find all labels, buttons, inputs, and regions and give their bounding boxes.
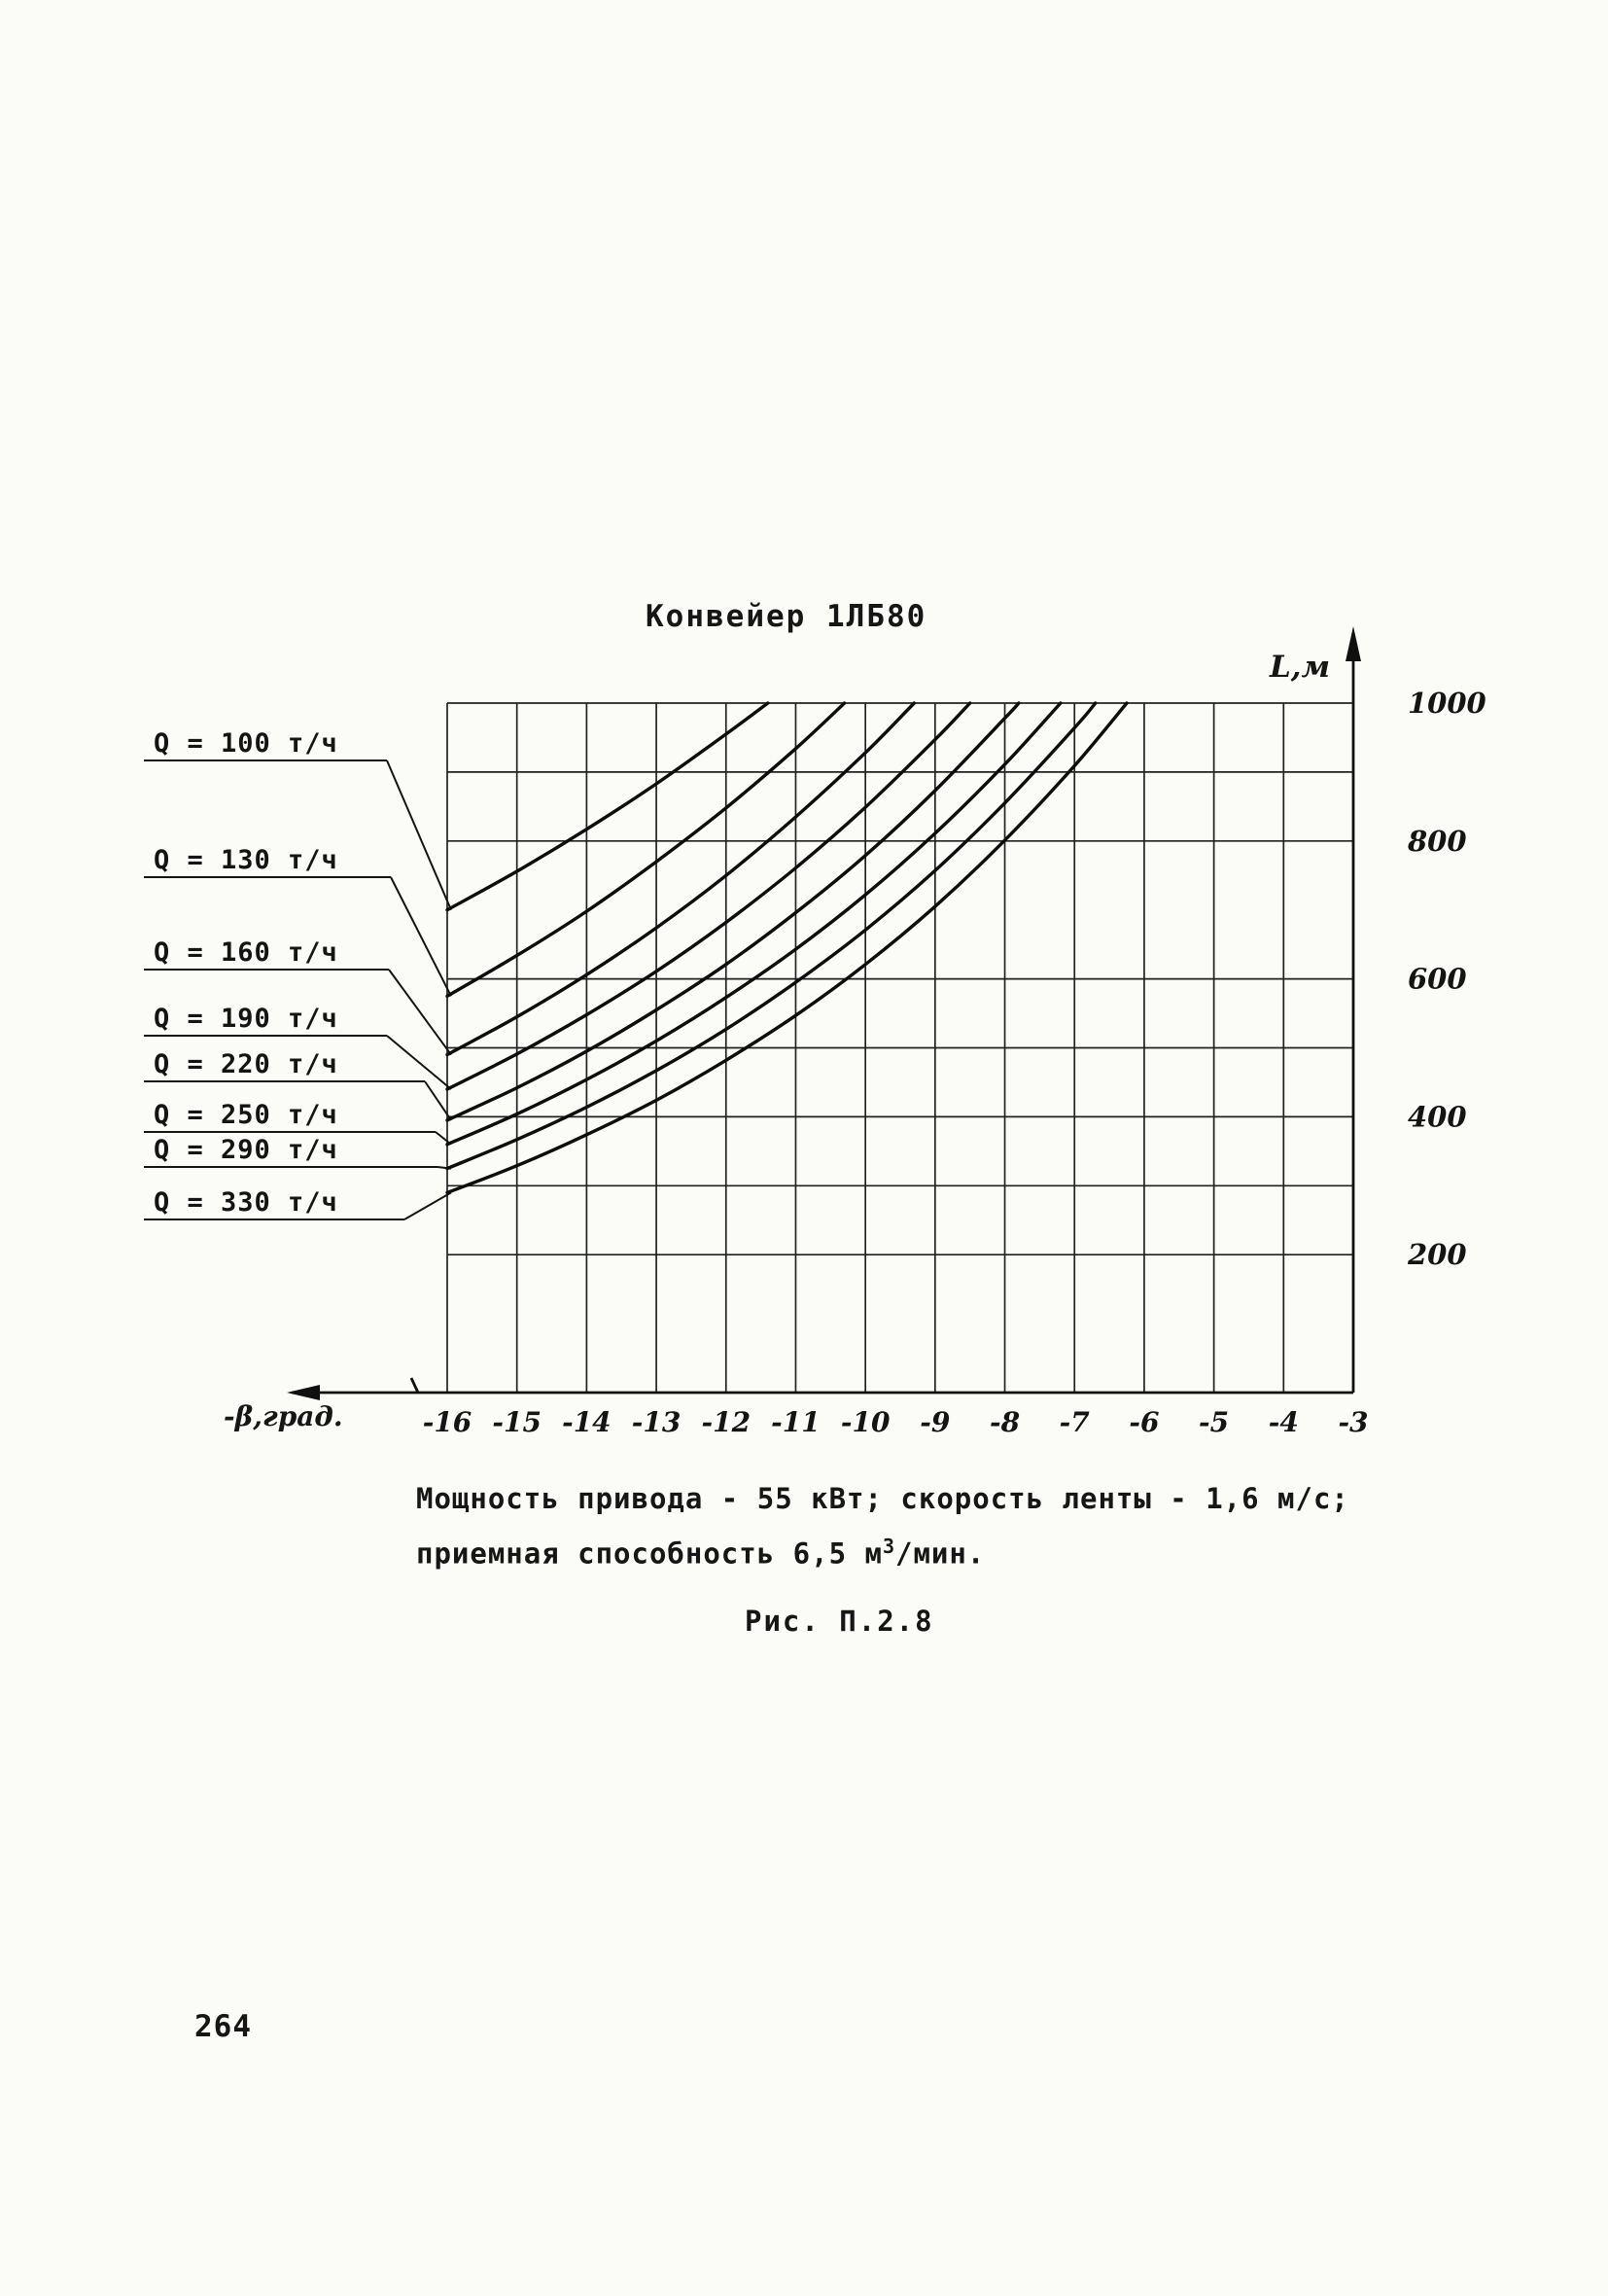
y-axis-arrow [1346, 626, 1361, 661]
x-tick-label: -10 [841, 1406, 891, 1438]
series-leader-line [390, 876, 452, 997]
data-curve [445, 701, 847, 998]
x-tick-label: -13 [632, 1406, 682, 1438]
caption-superscript: 3 [882, 1535, 895, 1558]
series-leader-line [403, 1191, 452, 1220]
series-label: Q = 220 т/ч [154, 1049, 338, 1079]
figure-number: Рис. П.2.8 [745, 1605, 934, 1638]
series-label: Q = 160 т/ч [154, 937, 338, 968]
x-tick-label: -12 [701, 1406, 751, 1438]
y-tick-label: 400 [1408, 1100, 1467, 1133]
page-number: 264 [194, 2009, 252, 2044]
x-tick-label: -3 [1338, 1406, 1368, 1438]
y-tick-label: 800 [1407, 825, 1467, 858]
x-tick-label: -6 [1129, 1406, 1159, 1438]
x-axis-label: -β,град. [224, 1400, 343, 1432]
series-leader-line [386, 759, 452, 911]
x-tick-label: -11 [771, 1406, 821, 1438]
caption-line-1: Мощность привода - 55 кВт; скорость лент… [416, 1482, 1349, 1515]
y-tick-label: 200 [1407, 1238, 1467, 1271]
series-leader-line [386, 1035, 452, 1090]
data-curve [445, 701, 1063, 1147]
axis-tick-mark [409, 1377, 420, 1394]
series-label: Q = 130 т/ч [154, 845, 338, 875]
caption-line-2-suffix: /мин. [895, 1537, 986, 1571]
series-leader-line [424, 1080, 452, 1121]
x-tick-label: -5 [1199, 1406, 1229, 1438]
series-label: Q = 330 т/ч [154, 1187, 338, 1218]
caption-line-2: приемная способность 6,5 м3/мин. [416, 1535, 985, 1571]
data-curve [445, 701, 972, 1091]
y-tick-label: 1000 [1408, 687, 1486, 720]
series-label: Q = 100 т/ч [154, 728, 338, 759]
data-curve [445, 701, 770, 912]
series-label: Q = 250 т/ч [154, 1100, 338, 1130]
x-tick-label: -14 [562, 1406, 612, 1438]
data-curve [445, 701, 1098, 1171]
y-tick-label: 600 [1408, 963, 1467, 996]
x-tick-label: -9 [920, 1406, 950, 1438]
data-curve [445, 701, 1129, 1195]
y-axis-label: L,м [1270, 650, 1331, 685]
series-label: Q = 290 т/ч [154, 1135, 338, 1165]
series-leader-line [388, 969, 452, 1056]
x-tick-label: -4 [1269, 1406, 1299, 1438]
x-tick-label: -16 [423, 1406, 472, 1438]
series-label: Q = 190 т/ч [154, 1004, 338, 1034]
chart-title: Конвейер 1ЛБ80 [646, 599, 927, 634]
caption-line-2-text: приемная способность 6,5 м [416, 1537, 883, 1571]
x-tick-label: -8 [990, 1406, 1020, 1438]
data-curve [445, 701, 1021, 1122]
x-tick-label: -15 [492, 1406, 542, 1438]
x-tick-label: -7 [1060, 1406, 1091, 1438]
data-curve [445, 701, 916, 1057]
x-axis-arrow [287, 1385, 320, 1400]
